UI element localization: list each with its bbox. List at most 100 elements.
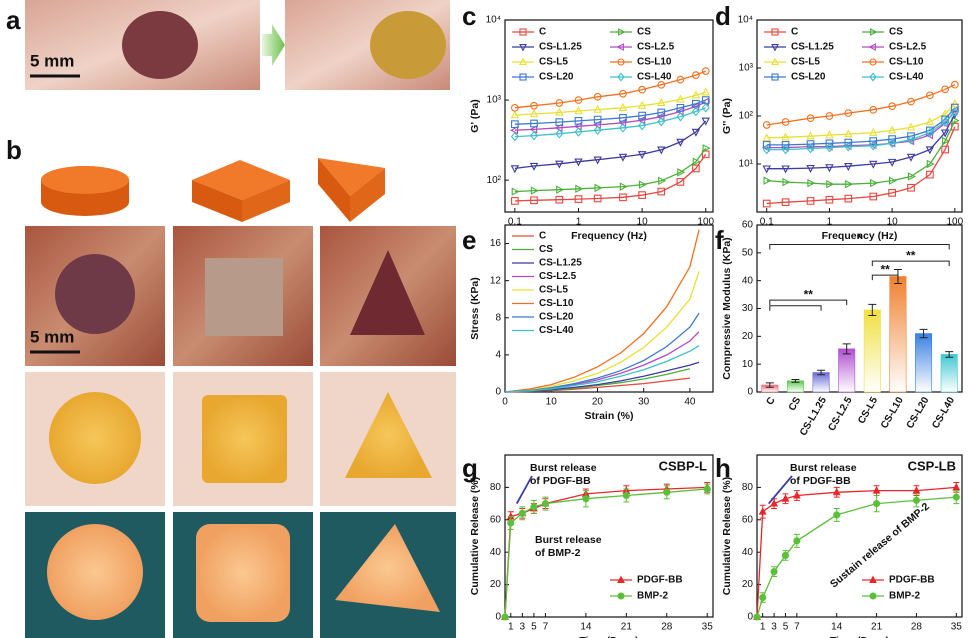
significance-label: ** (906, 248, 916, 262)
marker (555, 195, 564, 204)
marker (555, 118, 564, 126)
marker (825, 142, 834, 153)
legend-label: CS-L10 (889, 57, 924, 68)
marker (618, 123, 627, 133)
error-bar (817, 369, 826, 376)
marker (888, 102, 896, 111)
marker (692, 157, 701, 166)
significance-label: * (857, 232, 862, 246)
marker (554, 123, 563, 133)
x-tick-label: CS-L10 (879, 395, 906, 431)
legend-label: CS-L40 (889, 72, 924, 83)
y-tick-label: 20 (490, 579, 502, 590)
y-tick-label: 60 (742, 514, 754, 525)
x-tick-label: 3 (520, 622, 526, 633)
marker (618, 103, 628, 112)
defect (55, 254, 135, 334)
series-line (514, 91, 706, 116)
marker (617, 575, 625, 583)
y-tick-label: 10⁴ (738, 15, 753, 26)
marker (869, 58, 877, 66)
y-tick-label: 10³ (487, 95, 502, 106)
marker (869, 192, 878, 201)
marker (582, 495, 590, 503)
marker (701, 117, 710, 126)
marker (807, 178, 816, 188)
y-tick-label: 10⁴ (486, 15, 501, 26)
marker (869, 137, 878, 145)
x-tick-label: 7 (794, 622, 800, 633)
marker (692, 71, 700, 79)
marker (555, 128, 564, 139)
marker (519, 57, 527, 65)
marker (691, 90, 701, 99)
marker (511, 197, 519, 205)
marker (869, 72, 877, 82)
plot-frame (504, 224, 714, 393)
legend-label: CS-L2.5 (539, 271, 577, 282)
panel-label: c (462, 1, 476, 31)
legend-label: C (539, 231, 546, 242)
marker (638, 191, 646, 199)
marker (925, 117, 935, 126)
x-tick-label: 35 (951, 622, 963, 633)
marker (907, 183, 915, 192)
gel (49, 392, 141, 484)
panel-label: f (715, 225, 724, 255)
y-tick-label: 40 (742, 275, 754, 286)
marker (657, 108, 666, 117)
marker (951, 103, 959, 112)
legend-label: CS-L10 (539, 298, 574, 309)
x-tick-label: 35 (702, 622, 714, 633)
marker (781, 198, 790, 207)
gel-disc (370, 11, 446, 79)
series-line (504, 229, 700, 393)
legend-label: CS-L10 (637, 57, 672, 68)
y-tick-label: 0 (495, 612, 501, 623)
marker (826, 179, 835, 189)
marker (617, 58, 625, 66)
marker (510, 126, 519, 135)
x-tick-label: 0.1 (508, 217, 522, 228)
marker (941, 145, 949, 154)
marker (618, 153, 628, 162)
marker (770, 568, 778, 576)
marker (593, 115, 602, 124)
marker (759, 594, 767, 602)
x-tick-label: 0 (502, 397, 508, 408)
marker (907, 97, 915, 106)
marker (782, 177, 791, 187)
series-line (504, 271, 700, 393)
marker (781, 118, 790, 126)
marker (770, 499, 778, 507)
marker (593, 125, 602, 136)
marker (753, 613, 761, 621)
marker (541, 500, 549, 508)
marker (825, 195, 834, 204)
marker (940, 129, 950, 138)
y-tick-label: 4 (495, 350, 501, 361)
marker (657, 187, 666, 196)
defect (205, 258, 283, 336)
bracket (769, 243, 950, 250)
marker (869, 140, 878, 151)
shape (192, 180, 242, 222)
y-tick-label: 0 (747, 612, 753, 623)
error-bar (791, 378, 800, 383)
scale-bar-label: 5 mm (30, 51, 74, 70)
panel-label: b (6, 135, 22, 165)
y-tick-label: 20 (742, 331, 754, 342)
series-line (514, 99, 706, 125)
series-line (766, 120, 956, 185)
bracket (769, 305, 822, 311)
x-tick-label: 28 (911, 622, 923, 633)
x-tick-label: 10 (637, 217, 649, 228)
marker (762, 199, 771, 208)
marker (868, 43, 876, 51)
gel (202, 395, 287, 483)
marker (806, 131, 815, 140)
x-tick-label: 5 (783, 622, 789, 633)
x-tick-label: CS-L40 (930, 395, 957, 431)
photo-row (25, 372, 456, 506)
series-line (514, 120, 707, 170)
